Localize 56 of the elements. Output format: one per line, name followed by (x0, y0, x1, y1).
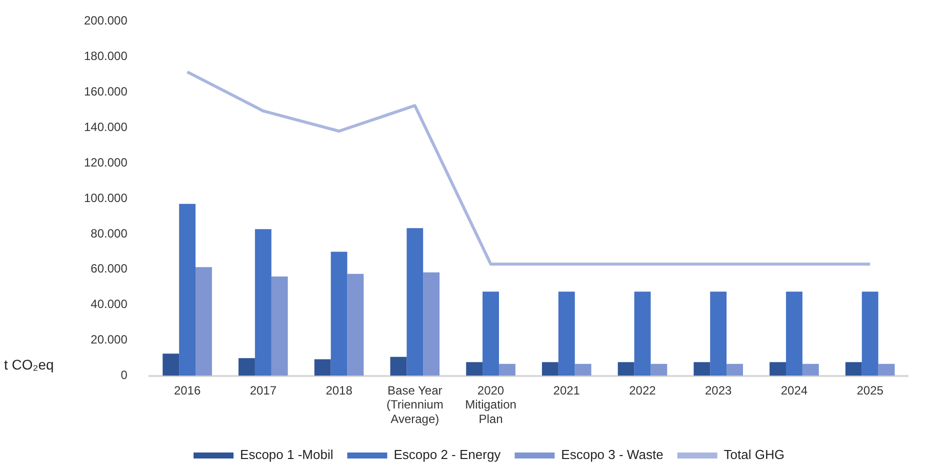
x-tick-label: 2023 (704, 383, 732, 398)
x-tick-label: 2018 (326, 383, 353, 398)
y-tick-label: 200.000 (84, 14, 128, 28)
y-axis-title: t CO₂eq (4, 356, 54, 373)
bar (862, 292, 878, 376)
legend-label: Escopo 2 - Energy (394, 447, 502, 462)
y-tick-label: 20.000 (90, 332, 128, 347)
x-tick-label: 2025 (856, 383, 884, 398)
bar (406, 228, 424, 376)
x-tick-label: 2022 (629, 383, 656, 398)
bar (271, 276, 288, 376)
bar (390, 356, 407, 376)
y-tick-label: 180.000 (84, 48, 128, 63)
bar (694, 362, 710, 376)
x-tick-label: 2016 (174, 383, 201, 398)
bar (179, 204, 196, 376)
bar (634, 292, 651, 376)
bar (254, 229, 272, 376)
x-tick-label: 2020 Mitigation Plan (465, 383, 516, 426)
bar (482, 292, 499, 376)
bar (574, 364, 592, 376)
bar (845, 362, 862, 376)
x-tick-label: 2024 (780, 383, 808, 398)
x-tick-label: Base Year (Triennium Average) (386, 383, 444, 426)
bar (238, 358, 255, 376)
y-tick-label: 120.000 (84, 155, 128, 170)
y-tick-label: 140.000 (84, 120, 128, 134)
legend-label: Escopo 3 - Waste (561, 447, 664, 462)
bar (196, 267, 212, 376)
bar (558, 292, 575, 376)
bar (498, 364, 516, 376)
x-tick-label: 2021 (553, 383, 580, 398)
bar (650, 364, 668, 376)
bar (770, 362, 786, 376)
y-tick-label: 60.000 (90, 262, 128, 276)
y-tick-label: 160.000 (84, 84, 128, 98)
bar (726, 364, 743, 376)
bar (802, 364, 819, 376)
legend-label: Total GHG (724, 447, 784, 462)
y-tick-label: 100.000 (84, 190, 128, 205)
y-tick-label: 40.000 (90, 297, 128, 312)
y-tick-label: 0 (120, 368, 128, 382)
bar (786, 292, 802, 376)
bar (347, 274, 364, 376)
bar (330, 252, 348, 376)
bar (878, 364, 895, 376)
bar (314, 359, 331, 376)
bar (162, 354, 180, 376)
bar (710, 292, 727, 376)
bar (466, 362, 483, 376)
legend-label: Escopo 1 -Mobil (240, 447, 334, 462)
bar (618, 362, 634, 376)
bar (423, 272, 440, 376)
x-tick-label: 2017 (250, 383, 277, 398)
y-tick-label: 80.000 (90, 226, 128, 240)
bar (542, 362, 558, 376)
